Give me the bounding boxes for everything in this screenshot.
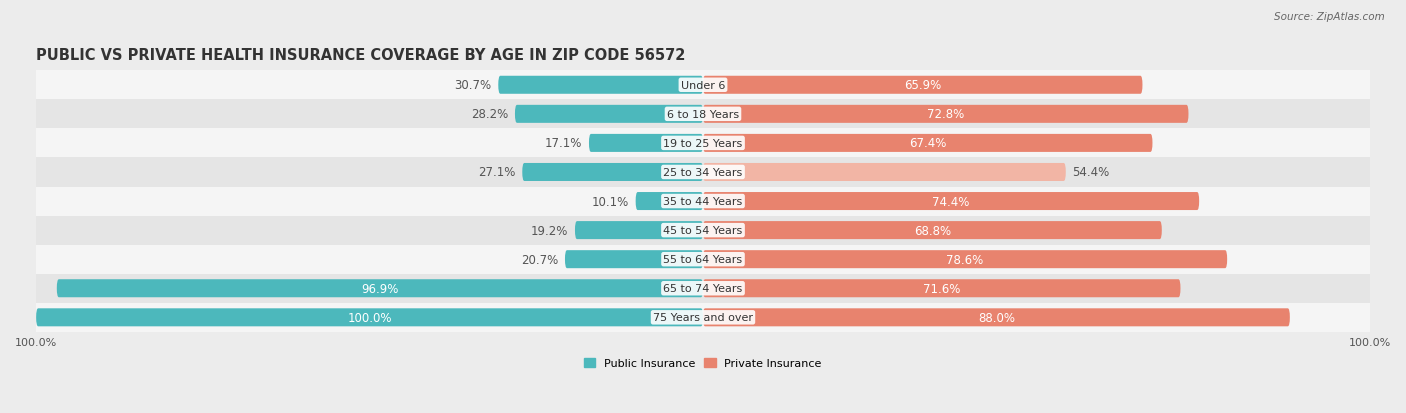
Text: 10.1%: 10.1% [592,195,628,208]
Bar [37,303,1369,332]
Bar [37,71,1369,100]
Bar [37,245,1369,274]
Text: 65 to 74 Years: 65 to 74 Years [664,284,742,294]
FancyBboxPatch shape [703,280,1181,297]
FancyBboxPatch shape [575,221,703,240]
Bar [37,274,1369,303]
FancyBboxPatch shape [703,106,1188,123]
Text: 54.4%: 54.4% [1073,166,1109,179]
FancyBboxPatch shape [703,251,1227,268]
FancyBboxPatch shape [37,309,703,327]
FancyBboxPatch shape [703,309,1289,327]
Text: 96.9%: 96.9% [361,282,398,295]
FancyBboxPatch shape [498,76,703,95]
Text: 71.6%: 71.6% [924,282,960,295]
Bar [37,216,1369,245]
Text: 17.1%: 17.1% [546,137,582,150]
Text: 67.4%: 67.4% [910,137,946,150]
FancyBboxPatch shape [703,135,1153,152]
FancyBboxPatch shape [703,164,1066,182]
Bar [37,158,1369,187]
Bar [37,129,1369,158]
Text: 27.1%: 27.1% [478,166,516,179]
Text: Under 6: Under 6 [681,81,725,90]
Text: 35 to 44 Years: 35 to 44 Years [664,197,742,206]
Text: 74.4%: 74.4% [932,195,970,208]
FancyBboxPatch shape [589,135,703,152]
FancyBboxPatch shape [636,192,703,211]
FancyBboxPatch shape [515,106,703,123]
Text: 30.7%: 30.7% [454,79,492,92]
Text: 100.0%: 100.0% [347,311,392,324]
Text: 20.7%: 20.7% [522,253,558,266]
Text: 45 to 54 Years: 45 to 54 Years [664,225,742,235]
Text: 55 to 64 Years: 55 to 64 Years [664,254,742,265]
Bar [37,187,1369,216]
Text: 25 to 34 Years: 25 to 34 Years [664,168,742,178]
Text: 68.8%: 68.8% [914,224,950,237]
Bar [37,100,1369,129]
Legend: Public Insurance, Private Insurance: Public Insurance, Private Insurance [583,358,823,368]
Text: 19.2%: 19.2% [531,224,568,237]
Text: 88.0%: 88.0% [979,311,1015,324]
FancyBboxPatch shape [703,192,1199,211]
Text: 65.9%: 65.9% [904,79,942,92]
Text: 78.6%: 78.6% [946,253,984,266]
Text: 6 to 18 Years: 6 to 18 Years [666,109,740,119]
Text: 19 to 25 Years: 19 to 25 Years [664,139,742,149]
FancyBboxPatch shape [703,221,1161,240]
Text: 28.2%: 28.2% [471,108,509,121]
Text: PUBLIC VS PRIVATE HEALTH INSURANCE COVERAGE BY AGE IN ZIP CODE 56572: PUBLIC VS PRIVATE HEALTH INSURANCE COVER… [37,48,686,63]
FancyBboxPatch shape [522,164,703,182]
Text: 75 Years and over: 75 Years and over [652,313,754,323]
Text: 72.8%: 72.8% [927,108,965,121]
FancyBboxPatch shape [703,76,1143,95]
FancyBboxPatch shape [565,251,703,268]
FancyBboxPatch shape [56,280,703,297]
Text: Source: ZipAtlas.com: Source: ZipAtlas.com [1274,12,1385,22]
